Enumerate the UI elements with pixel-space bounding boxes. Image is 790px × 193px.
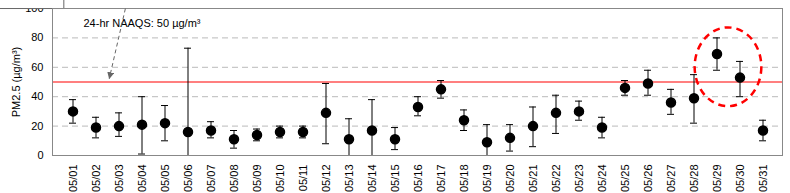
svg-text:05/29: 05/29 <box>711 165 723 193</box>
svg-text:05/23: 05/23 <box>573 165 585 193</box>
svg-text:80: 80 <box>31 31 43 43</box>
svg-text:05/25: 05/25 <box>619 165 631 193</box>
svg-text:05/12: 05/12 <box>320 165 332 193</box>
svg-text:05/26: 05/26 <box>642 165 654 193</box>
svg-text:05/06: 05/06 <box>182 165 194 193</box>
svg-text:05/18: 05/18 <box>458 165 470 193</box>
svg-text:05/05: 05/05 <box>159 165 171 193</box>
svg-text:05/13: 05/13 <box>343 165 355 193</box>
svg-text:PM2.5 (µg/m³): PM2.5 (µg/m³) <box>10 47 22 118</box>
svg-text:05/04: 05/04 <box>136 165 148 193</box>
svg-text:05/19: 05/19 <box>481 165 493 193</box>
svg-text:05/01: 05/01 <box>67 165 79 193</box>
svg-text:05/16: 05/16 <box>412 165 424 193</box>
svg-text:05/08: 05/08 <box>228 165 240 193</box>
svg-text:05/15: 05/15 <box>389 165 401 193</box>
svg-text:05/24: 05/24 <box>596 165 608 193</box>
svg-text:05/10: 05/10 <box>274 165 286 193</box>
svg-text:05/03: 05/03 <box>113 165 125 193</box>
svg-text:60: 60 <box>31 61 43 73</box>
svg-text:05/21: 05/21 <box>527 165 539 193</box>
svg-text:40: 40 <box>31 90 43 102</box>
svg-text:0: 0 <box>37 149 43 161</box>
svg-text:05/14: 05/14 <box>366 165 378 193</box>
svg-text:05/02: 05/02 <box>90 165 102 193</box>
svg-text:05/27: 05/27 <box>665 165 677 193</box>
svg-text:05/31: 05/31 <box>757 165 769 193</box>
svg-text:05/22: 05/22 <box>550 165 562 193</box>
svg-text:24-hr NAAQS: 50 µg/m³: 24-hr NAAQS: 50 µg/m³ <box>84 17 201 29</box>
svg-text:20: 20 <box>31 120 43 132</box>
svg-text:05/20: 05/20 <box>504 165 516 193</box>
svg-text:05/28: 05/28 <box>688 165 700 193</box>
svg-text:05/07: 05/07 <box>205 165 217 193</box>
svg-text:05/11: 05/11 <box>297 165 309 192</box>
svg-text:05/30: 05/30 <box>734 165 746 193</box>
svg-text:05/09: 05/09 <box>251 165 263 193</box>
svg-text:05/17: 05/17 <box>435 165 447 193</box>
